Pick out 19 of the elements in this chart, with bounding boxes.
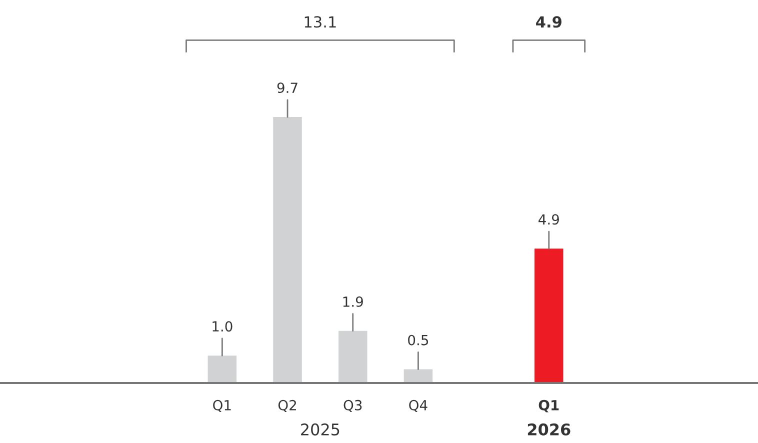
data-label: 1.9: [343, 296, 363, 307]
x-tick-label: Q1: [213, 400, 231, 412]
text: 2026: [528, 423, 570, 436]
bar: [404, 369, 433, 383]
bar: [273, 117, 302, 383]
x-tick-label: Q4: [409, 400, 428, 412]
x-tick-label: Q2: [278, 400, 296, 412]
data-label: 0.5: [408, 334, 428, 346]
text: 2025: [301, 423, 340, 436]
text: 4.9: [536, 16, 562, 28]
text: 13.1: [304, 16, 336, 28]
data-label: 9.7: [277, 82, 298, 94]
data-label: 1.0: [212, 321, 232, 332]
data-label: 4.9: [538, 214, 559, 225]
x-tick-label: Q1: [538, 400, 559, 412]
bar: [208, 356, 237, 383]
bar: [338, 330, 368, 383]
bar: [534, 248, 564, 383]
x-tick-label: Q3: [344, 400, 362, 412]
